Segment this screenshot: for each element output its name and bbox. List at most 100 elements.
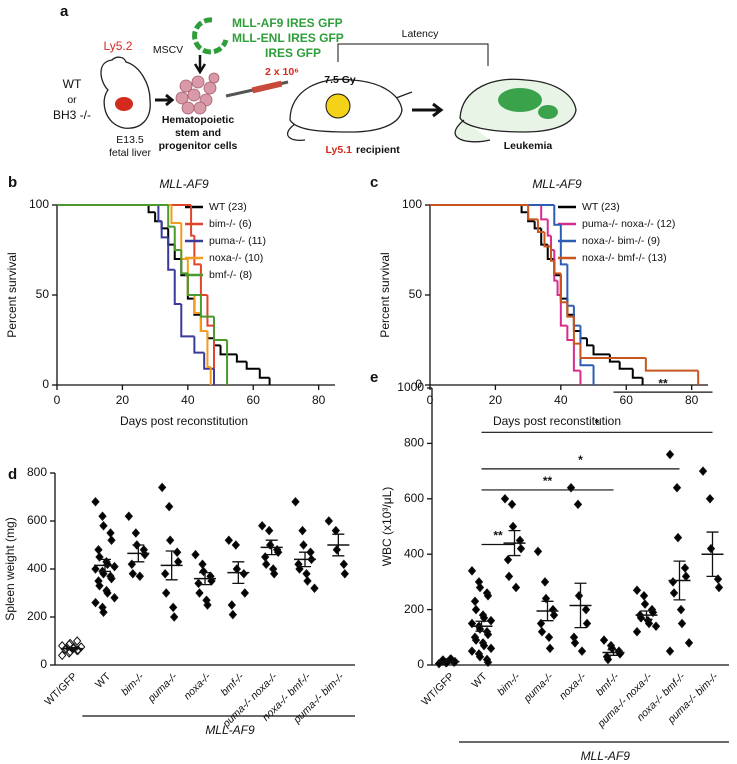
y-tick-label: 800 xyxy=(404,436,424,450)
group-points xyxy=(258,521,283,579)
group-points xyxy=(291,497,319,593)
error-bar xyxy=(706,531,719,578)
data-point xyxy=(131,528,140,538)
data-point xyxy=(94,545,103,555)
cells-label: Hematopoietic xyxy=(162,114,235,126)
data-point xyxy=(644,618,654,629)
data-point xyxy=(228,609,237,620)
legend-label: bmf-/- (8) xyxy=(209,269,252,281)
legend-label: WT (23) xyxy=(209,201,247,213)
curve-step xyxy=(258,368,270,379)
y-tick-label: 50 xyxy=(409,287,423,301)
curve-step xyxy=(536,219,545,233)
curve-step xyxy=(147,205,156,214)
data-point xyxy=(128,569,137,579)
data-point xyxy=(713,574,723,584)
data-point xyxy=(302,569,311,579)
stage: E13.5 xyxy=(116,134,144,146)
donor-text: WT xyxy=(63,77,82,91)
data-point xyxy=(332,545,341,555)
data-point xyxy=(262,559,271,569)
tissue: fetal liver xyxy=(109,147,152,159)
legend-label: noxa-/- bim-/- (9) xyxy=(582,235,660,247)
curve-step xyxy=(553,260,561,275)
y-tick-label: 1000 xyxy=(397,380,424,394)
data-point xyxy=(170,612,179,622)
panel-label: c xyxy=(370,174,378,191)
x-tick-label: puma-/- xyxy=(145,670,180,705)
data-point xyxy=(570,638,580,648)
data-point xyxy=(106,528,115,538)
data-point xyxy=(574,590,584,601)
significance-label: ** xyxy=(658,376,668,390)
x-tick-label: 60 xyxy=(247,393,261,407)
data-point xyxy=(58,641,67,651)
legend-label: noxa-/- (10) xyxy=(209,252,263,264)
significance-label: * xyxy=(595,416,600,430)
curve-step xyxy=(566,264,574,307)
data-point xyxy=(291,497,300,507)
survival-curve xyxy=(57,204,229,385)
data-point xyxy=(665,646,675,656)
radiation-symbol xyxy=(325,93,351,119)
y-tick-label: 100 xyxy=(29,197,49,211)
group-points xyxy=(224,535,249,620)
data-point xyxy=(577,646,587,656)
data-point xyxy=(706,543,716,554)
data-point xyxy=(640,599,650,609)
data-point xyxy=(471,604,481,615)
plasmid xyxy=(192,17,229,55)
data-point xyxy=(467,618,477,629)
curve-step xyxy=(572,340,581,372)
arrow xyxy=(412,102,444,118)
y-tick-label: 400 xyxy=(404,546,424,560)
curve-step xyxy=(193,336,205,354)
data-point xyxy=(669,588,679,598)
x-tick-label: WT xyxy=(470,670,490,690)
curve-step xyxy=(546,219,552,237)
data-point xyxy=(483,629,493,640)
y-tick-label: 600 xyxy=(404,491,424,505)
curve-step xyxy=(533,221,542,230)
data-point xyxy=(110,561,119,572)
x-tick-label: bim-/- xyxy=(495,670,523,698)
arrow xyxy=(193,55,207,75)
curve-step xyxy=(160,221,169,239)
data-point xyxy=(173,547,182,557)
data-point xyxy=(639,590,649,601)
data-point xyxy=(668,577,678,587)
recipient: recipient xyxy=(356,144,400,156)
group-points xyxy=(566,482,592,656)
dose: 2 x 10⁶ xyxy=(265,66,299,78)
x-tick-label: 80 xyxy=(312,393,326,407)
y-tick-label: 600 xyxy=(27,513,47,527)
data-point xyxy=(507,499,517,510)
construct: MLL-ENL IRES GFP xyxy=(232,31,344,45)
arrow xyxy=(155,93,175,107)
x-tick-label: bmf-/- xyxy=(594,670,622,698)
y-axis-label: Percent survival xyxy=(378,252,392,337)
error-bar xyxy=(442,660,455,663)
curve-step xyxy=(618,361,633,370)
data-point xyxy=(158,482,167,493)
error-bar xyxy=(475,620,488,632)
curve-step xyxy=(206,295,214,327)
curve-step xyxy=(157,205,162,223)
error-bar xyxy=(541,600,554,622)
x-tick-label: bmf-/- xyxy=(219,670,247,698)
data-point xyxy=(161,569,170,579)
error-bar xyxy=(99,558,111,573)
data-point xyxy=(195,588,204,598)
legend-label: bim-/- (6) xyxy=(209,218,252,230)
data-point xyxy=(599,635,609,645)
curve-step xyxy=(579,325,594,367)
curve-step xyxy=(180,250,188,275)
data-point xyxy=(70,642,79,653)
data-point xyxy=(227,600,236,610)
x-tick-label: bim-/- xyxy=(119,670,147,698)
y-axis-label: Spleen weight (mg) xyxy=(3,517,17,620)
data-point xyxy=(479,613,489,623)
outcome: Leukemia xyxy=(504,140,553,152)
error-bar xyxy=(574,582,587,629)
data-point xyxy=(58,650,67,661)
